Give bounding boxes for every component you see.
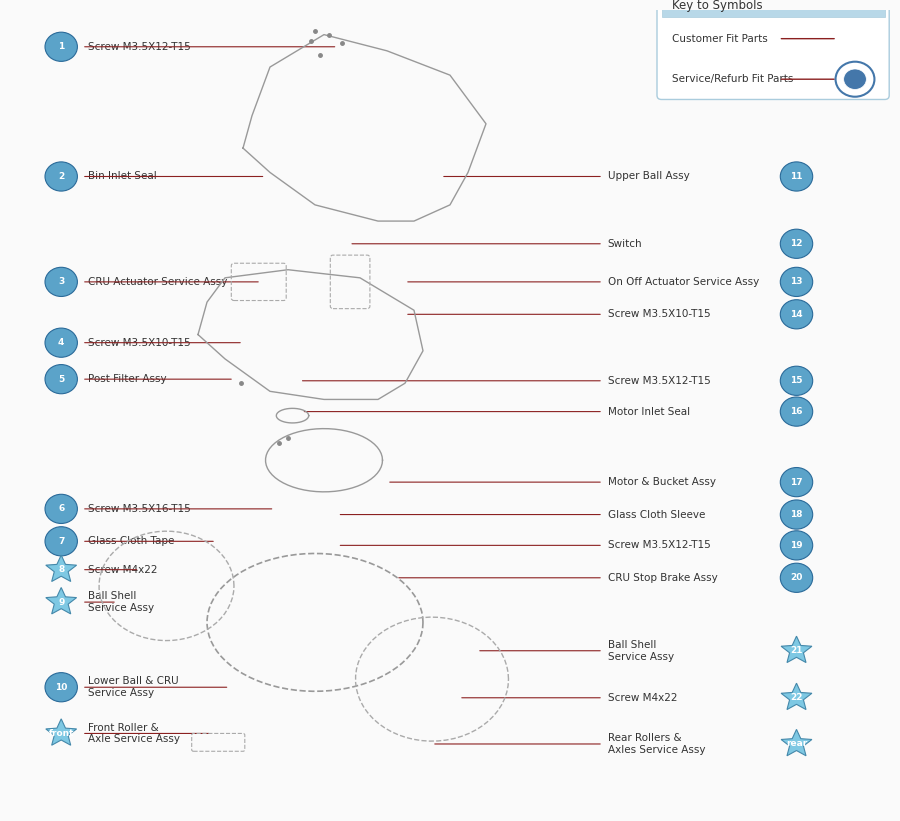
Text: Screw M4x22: Screw M4x22 — [88, 565, 158, 575]
Text: CRU Actuator Service Assy: CRU Actuator Service Assy — [88, 277, 228, 287]
Polygon shape — [781, 729, 812, 756]
Text: 22: 22 — [790, 693, 803, 702]
Text: 12: 12 — [790, 239, 803, 248]
Text: 13: 13 — [790, 277, 803, 287]
Circle shape — [780, 229, 813, 259]
Text: Lower Ball & CRU
Service Assy: Lower Ball & CRU Service Assy — [88, 677, 179, 698]
Text: Ball Shell
Service Assy: Ball Shell Service Assy — [608, 640, 673, 662]
Text: Glass Cloth Sleeve: Glass Cloth Sleeve — [608, 510, 705, 520]
Text: 8: 8 — [58, 565, 64, 574]
Text: Rear Rollers &
Axles Service Assy: Rear Rollers & Axles Service Assy — [608, 733, 705, 754]
Text: 1: 1 — [58, 42, 64, 51]
Text: Post Filter Assy: Post Filter Assy — [88, 374, 166, 384]
Text: 4: 4 — [58, 338, 65, 347]
Text: Screw M3.5X16-T15: Screw M3.5X16-T15 — [88, 504, 191, 514]
Text: 6: 6 — [58, 504, 64, 513]
Text: 19: 19 — [790, 541, 803, 550]
Text: 14: 14 — [790, 310, 803, 319]
Text: Key to Symbols: Key to Symbols — [672, 0, 763, 12]
Text: 15: 15 — [790, 376, 803, 385]
Text: Screw M4x22: Screw M4x22 — [608, 693, 677, 703]
Text: Glass Cloth Tape: Glass Cloth Tape — [88, 536, 175, 546]
Circle shape — [45, 162, 77, 191]
Text: 21: 21 — [790, 646, 803, 655]
Polygon shape — [46, 588, 76, 614]
Text: Screw M3.5X12-T15: Screw M3.5X12-T15 — [88, 42, 191, 52]
Circle shape — [780, 467, 813, 497]
Circle shape — [780, 500, 813, 530]
Text: Screw M3.5X12-T15: Screw M3.5X12-T15 — [608, 540, 710, 550]
Text: Screw M3.5X12-T15: Screw M3.5X12-T15 — [608, 376, 710, 386]
Circle shape — [45, 328, 77, 357]
Text: 18: 18 — [790, 510, 803, 519]
Circle shape — [45, 527, 77, 556]
FancyBboxPatch shape — [657, 0, 889, 99]
Circle shape — [780, 300, 813, 329]
Text: 11: 11 — [790, 172, 803, 181]
Text: 17: 17 — [790, 478, 803, 487]
Circle shape — [45, 268, 77, 296]
Circle shape — [45, 494, 77, 524]
Circle shape — [835, 62, 875, 97]
Text: 20: 20 — [790, 573, 803, 582]
Circle shape — [780, 366, 813, 396]
Text: 3: 3 — [58, 277, 64, 287]
Circle shape — [843, 69, 867, 89]
Polygon shape — [46, 555, 76, 581]
Polygon shape — [836, 21, 874, 53]
Circle shape — [45, 32, 77, 62]
Text: 9: 9 — [58, 598, 65, 607]
Text: Customer Fit Parts: Customer Fit Parts — [672, 34, 768, 44]
Circle shape — [780, 397, 813, 426]
Circle shape — [780, 162, 813, 191]
Text: front: front — [49, 729, 74, 738]
Text: 16: 16 — [790, 407, 803, 416]
Text: rear: rear — [786, 740, 807, 749]
Text: Ball Shell
Service Assy: Ball Shell Service Assy — [88, 591, 154, 613]
Text: Motor Inlet Seal: Motor Inlet Seal — [608, 406, 689, 416]
Text: Bin Inlet Seal: Bin Inlet Seal — [88, 172, 157, 181]
Text: Screw M3.5X10-T15: Screw M3.5X10-T15 — [608, 310, 710, 319]
Circle shape — [780, 563, 813, 593]
Polygon shape — [781, 683, 812, 709]
Text: Switch: Switch — [608, 239, 642, 249]
Text: 2: 2 — [58, 172, 64, 181]
Text: 7: 7 — [58, 537, 65, 546]
Text: Service/Refurb Fit Parts: Service/Refurb Fit Parts — [672, 74, 794, 85]
Circle shape — [45, 365, 77, 394]
Text: Motor & Bucket Assy: Motor & Bucket Assy — [608, 477, 716, 487]
Text: On Off Actuator Service Assy: On Off Actuator Service Assy — [608, 277, 759, 287]
Text: 10: 10 — [55, 683, 68, 692]
Polygon shape — [46, 719, 76, 745]
Circle shape — [780, 530, 813, 560]
Text: 5: 5 — [58, 374, 64, 383]
Text: Upper Ball Assy: Upper Ball Assy — [608, 172, 689, 181]
Text: Front Roller &
Axle Service Assy: Front Roller & Axle Service Assy — [88, 722, 180, 745]
Text: CRU Stop Brake Assy: CRU Stop Brake Assy — [608, 573, 717, 583]
Polygon shape — [781, 636, 812, 663]
Circle shape — [45, 672, 77, 702]
Circle shape — [780, 268, 813, 296]
Text: Screw M3.5X10-T15: Screw M3.5X10-T15 — [88, 337, 191, 347]
FancyBboxPatch shape — [662, 0, 885, 16]
